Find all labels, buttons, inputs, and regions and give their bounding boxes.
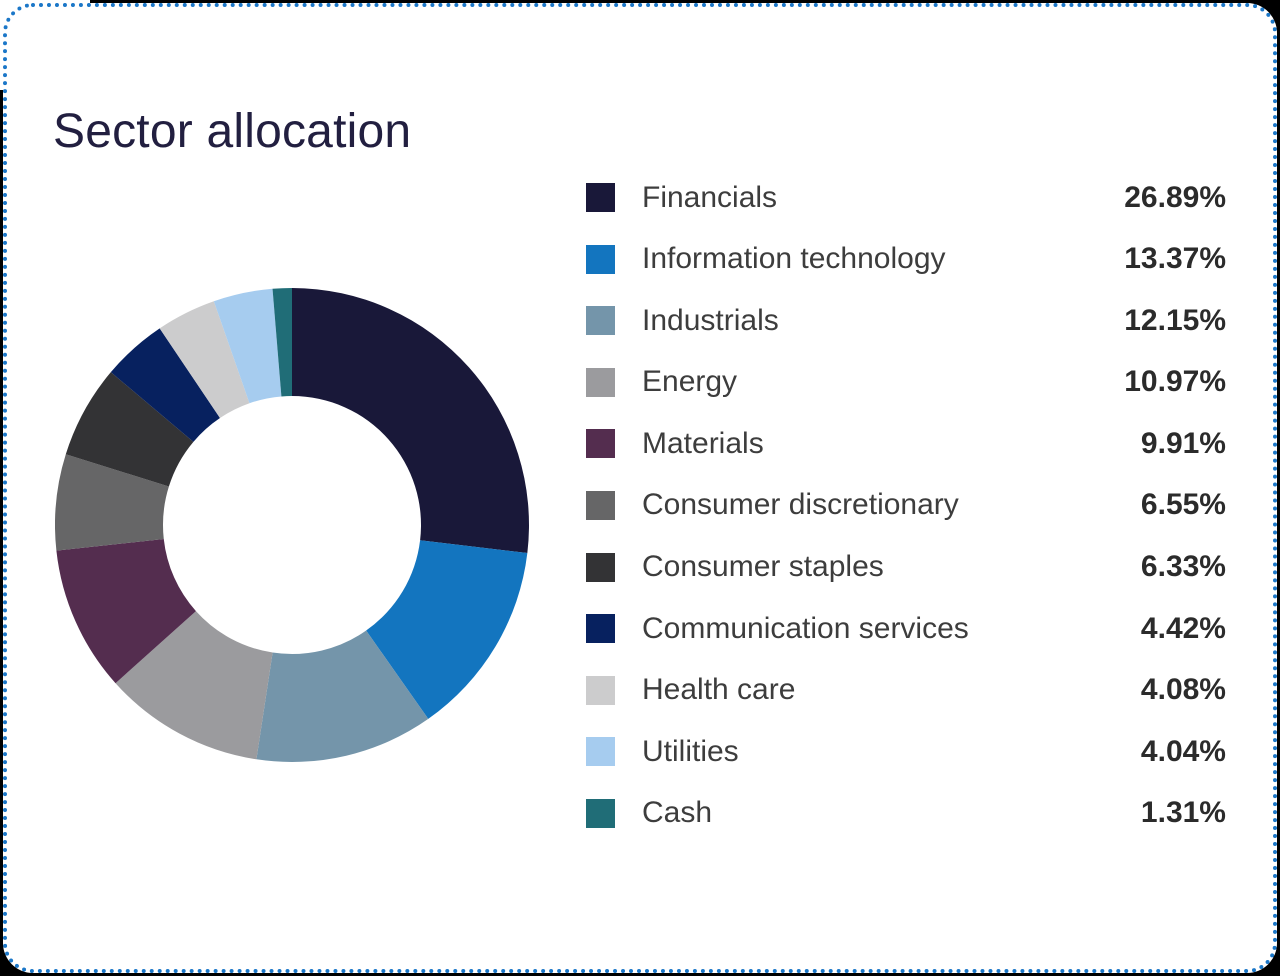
legend-item-consumer-discretionary: Consumer discretionary 6.55% <box>586 488 1226 522</box>
legend-label: Financials <box>642 180 778 214</box>
donut-slice-cash <box>272 288 292 397</box>
legend-label: Energy <box>642 365 738 399</box>
legend-swatch-health-care <box>586 675 615 705</box>
legend-label: Health care <box>642 673 796 707</box>
legend-label: Utilities <box>642 734 739 768</box>
legend-value: 26.89% <box>1124 180 1226 214</box>
legend-item-energy: Energy 10.97% <box>586 365 1226 399</box>
legend-value: 13.37% <box>1124 242 1226 276</box>
donut-slice-industrials <box>256 630 429 762</box>
legend-value: 12.15% <box>1124 303 1226 337</box>
legend-item-communication-services: Communication services 4.42% <box>586 611 1226 645</box>
donut-slice-consumer-staples <box>65 372 194 487</box>
legend-item-financials: Financials 26.89% <box>586 180 1226 214</box>
legend-item-industrials: Industrials 12.15% <box>586 303 1226 337</box>
page-title: Sector allocation <box>53 105 412 158</box>
legend-swatch-industrials <box>586 306 615 336</box>
legend-label: Industrials <box>642 303 779 337</box>
donut-slice-financials <box>292 288 529 553</box>
donut-slice-health-care <box>159 301 250 418</box>
legend-swatch-communication-services <box>586 614 615 644</box>
legend-swatch-information-technology <box>586 244 615 274</box>
legend-swatch-utilities <box>586 737 615 767</box>
legend-item-materials: Materials 9.91% <box>586 426 1226 460</box>
legend-value: 4.42% <box>1140 611 1226 645</box>
legend-value: 6.33% <box>1140 550 1226 584</box>
legend: Financials 26.89% Information technology 13… <box>586 180 1226 830</box>
legend-item-health-care: Health care 4.08% <box>586 673 1226 707</box>
legend-value: 1.31% <box>1140 796 1226 830</box>
legend-item-cash: Cash 1.31% <box>586 796 1226 830</box>
legend-label: Communication services <box>642 611 969 645</box>
legend-item-information-technology: Information technology 13.37% <box>586 242 1226 276</box>
donut-slice-materials <box>56 538 196 684</box>
legend-value: 4.08% <box>1140 673 1226 707</box>
legend-label: Consumer staples <box>642 550 884 584</box>
donut-slice-utilities <box>213 288 282 404</box>
legend-label: Information technology <box>642 242 946 276</box>
donut-slice-consumer-discretionary <box>55 454 169 551</box>
legend-swatch-cash <box>586 798 615 828</box>
sector-donut-chart <box>55 288 529 762</box>
sector-allocation-card: Sector allocation Financials 26.89% Inform… <box>3 3 1277 973</box>
legend-label: Consumer discretionary <box>642 488 959 522</box>
legend-value: 10.97% <box>1124 365 1226 399</box>
legend-value: 4.04% <box>1140 734 1226 768</box>
donut-slice-energy <box>115 611 273 760</box>
legend-item-consumer-staples: Consumer staples 6.33% <box>586 550 1226 584</box>
legend-value: 6.55% <box>1140 488 1226 522</box>
donut-slice-communication-services <box>110 328 220 442</box>
donut-slice-information-technology <box>366 540 528 719</box>
legend-label: Materials <box>642 426 764 460</box>
legend-swatch-consumer-discretionary <box>586 490 615 520</box>
legend-item-utilities: Utilities 4.04% <box>586 734 1226 768</box>
legend-value: 9.91% <box>1140 426 1226 460</box>
legend-swatch-energy <box>586 367 615 397</box>
legend-swatch-materials <box>586 429 615 459</box>
legend-swatch-financials <box>586 183 615 212</box>
legend-swatch-consumer-staples <box>586 552 615 582</box>
legend-label: Cash <box>642 796 713 830</box>
